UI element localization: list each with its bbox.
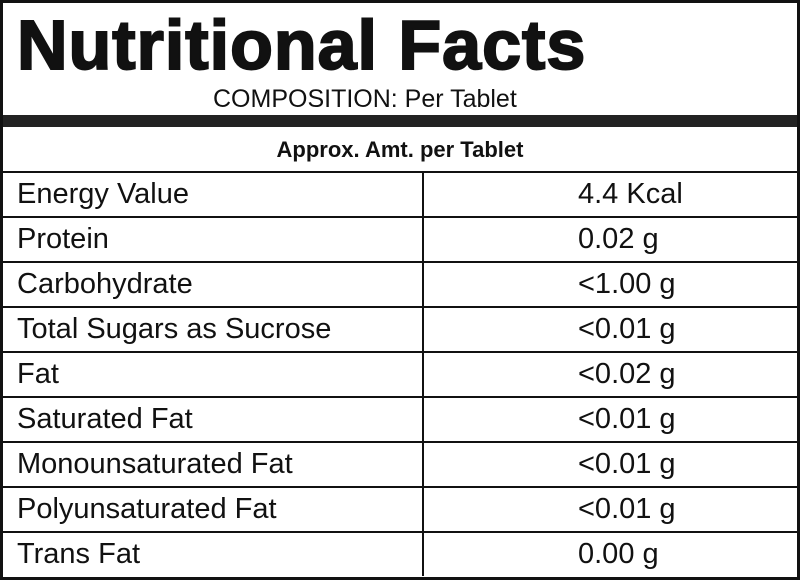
nutrient-row: Fat <0.02 g — [3, 351, 798, 398]
nutrient-amount: <0.02 g — [421, 351, 798, 398]
nutrient-name: Total Sugars as Sucrose — [3, 306, 424, 353]
nutrient-row: Trans Fat 0.00 g — [3, 531, 798, 576]
nutrient-name: Saturated Fat — [3, 396, 424, 443]
nutrient-amount: 4.4 Kcal — [421, 171, 798, 218]
nutrient-name: Protein — [3, 216, 424, 263]
nutrition-table: Approx. Amt. per Tablet Energy Value 4.4 … — [3, 127, 798, 576]
nutrient-name: Energy Value — [3, 171, 424, 218]
subtitle: COMPOSITION: Per Tablet — [213, 85, 517, 113]
nutrient-name: Fat — [3, 351, 424, 398]
nutrient-amount: <0.01 g — [421, 306, 798, 353]
nutrient-amount: <1.00 g — [421, 261, 798, 308]
title-box: Nutritional Facts COMPOSITION: Per Table… — [3, 3, 797, 115]
nutrient-name: Carbohydrate — [3, 261, 424, 308]
title: Nutritional Facts — [16, 5, 587, 85]
nutrient-row: Saturated Fat <0.01 g — [3, 396, 798, 443]
divider-bar — [3, 115, 797, 127]
nutrient-amount: 0.02 g — [421, 216, 798, 263]
nutrient-amount: <0.01 g — [421, 441, 798, 488]
nutrient-row: Protein 0.02 g — [3, 216, 798, 263]
heading-row: Approx. Amt. per Tablet — [3, 127, 798, 173]
nutrient-row: Total Sugars as Sucrose <0.01 g — [3, 306, 798, 353]
nutrient-name: Polyunsaturated Fat — [3, 486, 424, 533]
nutrient-row: Carbohydrate <1.00 g — [3, 261, 798, 308]
nutrient-amount: <0.01 g — [421, 396, 798, 443]
nutrient-row: Polyunsaturated Fat <0.01 g — [3, 486, 798, 533]
table-heading: Approx. Amt. per Tablet — [3, 127, 798, 173]
nutrient-amount: 0.00 g — [421, 531, 798, 576]
table-body: Approx. Amt. per Tablet Energy Value 4.4 … — [3, 127, 798, 576]
nutrient-row: Monounsaturated Fat <0.01 g — [3, 441, 798, 488]
nutrient-name: Trans Fat — [3, 531, 424, 576]
nutrient-name: Monounsaturated Fat — [3, 441, 424, 488]
nutrient-row: Energy Value 4.4 Kcal — [3, 171, 798, 218]
nutrient-amount: <0.01 g — [421, 486, 798, 533]
